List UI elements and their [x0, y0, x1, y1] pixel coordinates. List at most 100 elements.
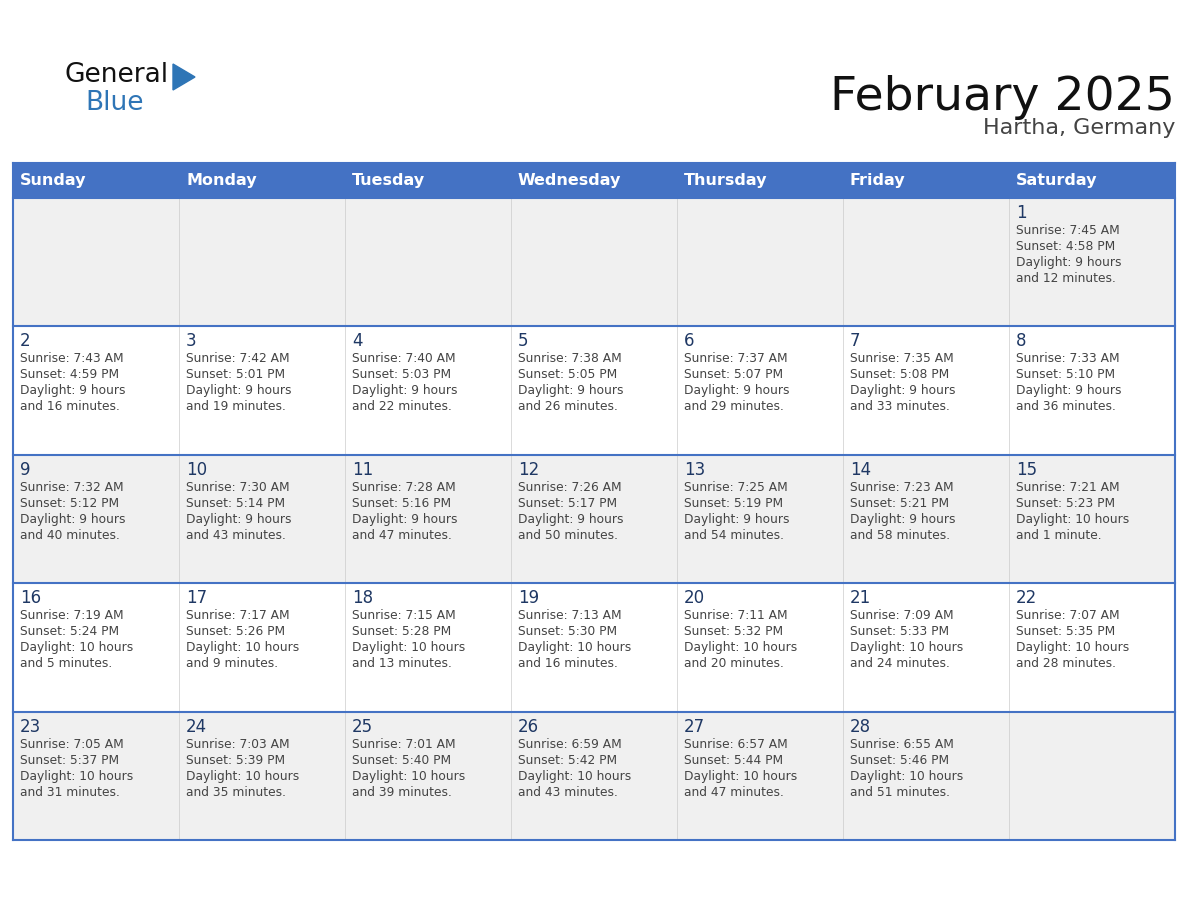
Text: Daylight: 9 hours: Daylight: 9 hours	[518, 513, 624, 526]
Text: 4: 4	[352, 332, 362, 351]
Text: Daylight: 10 hours: Daylight: 10 hours	[518, 769, 631, 783]
Text: Sunrise: 7:07 AM: Sunrise: 7:07 AM	[1016, 610, 1119, 622]
Bar	[345, 163, 511, 198]
Text: 19: 19	[518, 589, 539, 607]
Text: and 47 minutes.: and 47 minutes.	[684, 786, 784, 799]
Text: and 24 minutes.: and 24 minutes.	[849, 657, 950, 670]
Text: Sunset: 5:16 PM: Sunset: 5:16 PM	[352, 497, 451, 509]
Text: Sunrise: 7:37 AM: Sunrise: 7:37 AM	[684, 353, 788, 365]
Text: Sunset: 5:46 PM: Sunset: 5:46 PM	[849, 754, 949, 767]
Text: Daylight: 10 hours: Daylight: 10 hours	[352, 769, 466, 783]
Text: 13: 13	[684, 461, 706, 479]
Text: Daylight: 10 hours: Daylight: 10 hours	[187, 769, 299, 783]
Bar	[843, 163, 1009, 198]
Text: 23: 23	[20, 718, 42, 735]
Text: Sunrise: 7:09 AM: Sunrise: 7:09 AM	[849, 610, 954, 622]
Text: Blue: Blue	[86, 90, 144, 116]
Text: 5: 5	[518, 332, 529, 351]
Text: and 31 minutes.: and 31 minutes.	[20, 786, 120, 799]
Text: Sunset: 5:10 PM: Sunset: 5:10 PM	[1016, 368, 1116, 381]
Text: 14: 14	[849, 461, 871, 479]
Text: Sunset: 5:21 PM: Sunset: 5:21 PM	[849, 497, 949, 509]
Text: Sunset: 5:44 PM: Sunset: 5:44 PM	[684, 754, 783, 767]
Text: 24: 24	[187, 718, 207, 735]
Text: Monday: Monday	[187, 173, 257, 188]
Text: Sunset: 5:23 PM: Sunset: 5:23 PM	[1016, 497, 1116, 509]
Text: 16: 16	[20, 589, 42, 607]
Text: Sunrise: 6:59 AM: Sunrise: 6:59 AM	[518, 737, 621, 751]
Text: and 50 minutes.: and 50 minutes.	[518, 529, 618, 542]
Text: Thursday: Thursday	[684, 173, 767, 188]
Text: 1: 1	[1016, 204, 1026, 222]
Text: Daylight: 9 hours: Daylight: 9 hours	[684, 385, 790, 397]
Bar	[677, 163, 843, 198]
Text: Daylight: 10 hours: Daylight: 10 hours	[849, 769, 963, 783]
Text: 7: 7	[849, 332, 860, 351]
Text: and 58 minutes.: and 58 minutes.	[849, 529, 950, 542]
Text: Daylight: 9 hours: Daylight: 9 hours	[1016, 256, 1121, 269]
Text: Daylight: 10 hours: Daylight: 10 hours	[849, 641, 963, 655]
Text: Sunrise: 7:43 AM: Sunrise: 7:43 AM	[20, 353, 124, 365]
Text: 20: 20	[684, 589, 706, 607]
Text: Sunset: 5:03 PM: Sunset: 5:03 PM	[352, 368, 451, 381]
Text: Sunrise: 7:26 AM: Sunrise: 7:26 AM	[518, 481, 621, 494]
Text: Daylight: 10 hours: Daylight: 10 hours	[20, 769, 133, 783]
Text: Daylight: 10 hours: Daylight: 10 hours	[187, 641, 299, 655]
Text: Sunset: 5:17 PM: Sunset: 5:17 PM	[518, 497, 617, 509]
Text: and 16 minutes.: and 16 minutes.	[20, 400, 120, 413]
Bar	[179, 163, 345, 198]
Text: Daylight: 9 hours: Daylight: 9 hours	[20, 385, 126, 397]
Text: Saturday: Saturday	[1016, 173, 1098, 188]
Text: Sunset: 4:59 PM: Sunset: 4:59 PM	[20, 368, 119, 381]
Text: Sunrise: 6:55 AM: Sunrise: 6:55 AM	[849, 737, 954, 751]
Text: Sunrise: 7:19 AM: Sunrise: 7:19 AM	[20, 610, 124, 622]
Text: 11: 11	[352, 461, 373, 479]
Text: Sunset: 5:30 PM: Sunset: 5:30 PM	[518, 625, 617, 638]
Bar	[13, 163, 179, 198]
Text: Sunset: 5:07 PM: Sunset: 5:07 PM	[684, 368, 783, 381]
Text: 28: 28	[849, 718, 871, 735]
Text: Daylight: 10 hours: Daylight: 10 hours	[684, 769, 797, 783]
Bar	[511, 163, 677, 198]
Text: 21: 21	[849, 589, 871, 607]
Text: General: General	[65, 62, 169, 88]
Text: and 12 minutes.: and 12 minutes.	[1016, 272, 1116, 285]
Text: and 26 minutes.: and 26 minutes.	[518, 400, 618, 413]
Text: Sunset: 5:33 PM: Sunset: 5:33 PM	[849, 625, 949, 638]
Text: and 36 minutes.: and 36 minutes.	[1016, 400, 1116, 413]
Text: 10: 10	[187, 461, 207, 479]
Text: Sunrise: 7:03 AM: Sunrise: 7:03 AM	[187, 737, 290, 751]
Text: Sunset: 5:19 PM: Sunset: 5:19 PM	[684, 497, 783, 509]
Text: and 35 minutes.: and 35 minutes.	[187, 786, 286, 799]
Text: Sunrise: 7:35 AM: Sunrise: 7:35 AM	[849, 353, 954, 365]
Text: and 51 minutes.: and 51 minutes.	[849, 786, 950, 799]
Text: and 19 minutes.: and 19 minutes.	[187, 400, 286, 413]
Text: 27: 27	[684, 718, 706, 735]
Text: Sunday: Sunday	[20, 173, 87, 188]
Text: Sunrise: 7:05 AM: Sunrise: 7:05 AM	[20, 737, 124, 751]
Polygon shape	[173, 64, 195, 90]
Text: and 16 minutes.: and 16 minutes.	[518, 657, 618, 670]
Text: Daylight: 10 hours: Daylight: 10 hours	[1016, 641, 1130, 655]
Text: 9: 9	[20, 461, 31, 479]
Text: Daylight: 9 hours: Daylight: 9 hours	[518, 385, 624, 397]
Text: Sunset: 5:01 PM: Sunset: 5:01 PM	[187, 368, 285, 381]
Text: Sunset: 5:40 PM: Sunset: 5:40 PM	[352, 754, 451, 767]
Text: Daylight: 9 hours: Daylight: 9 hours	[352, 513, 457, 526]
Text: Daylight: 9 hours: Daylight: 9 hours	[352, 385, 457, 397]
Text: and 28 minutes.: and 28 minutes.	[1016, 657, 1116, 670]
Text: and 39 minutes.: and 39 minutes.	[352, 786, 451, 799]
Text: and 33 minutes.: and 33 minutes.	[849, 400, 950, 413]
Text: Sunrise: 7:45 AM: Sunrise: 7:45 AM	[1016, 224, 1120, 237]
Text: Daylight: 9 hours: Daylight: 9 hours	[187, 385, 291, 397]
Text: Sunset: 5:35 PM: Sunset: 5:35 PM	[1016, 625, 1116, 638]
Text: Daylight: 10 hours: Daylight: 10 hours	[1016, 513, 1130, 526]
Text: Sunset: 4:58 PM: Sunset: 4:58 PM	[1016, 240, 1116, 253]
Text: and 1 minute.: and 1 minute.	[1016, 529, 1101, 542]
Text: Sunset: 5:14 PM: Sunset: 5:14 PM	[187, 497, 285, 509]
Text: 3: 3	[187, 332, 197, 351]
Text: Sunset: 5:37 PM: Sunset: 5:37 PM	[20, 754, 119, 767]
Text: Tuesday: Tuesday	[352, 173, 425, 188]
Text: 12: 12	[518, 461, 539, 479]
Text: and 43 minutes.: and 43 minutes.	[518, 786, 618, 799]
